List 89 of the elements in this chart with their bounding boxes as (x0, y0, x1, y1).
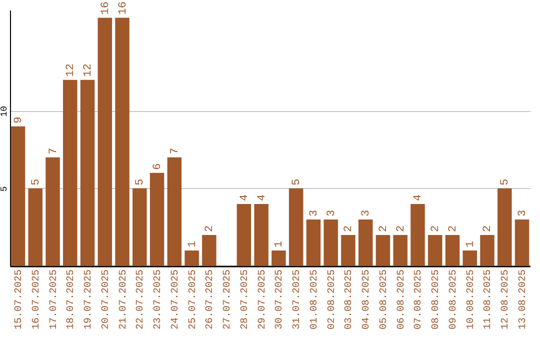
bar (428, 234, 442, 266)
x-tick-label: 28.07.2025 (240, 270, 251, 330)
x-tick-label: 30.07.2025 (274, 270, 286, 330)
data-label: 2 (378, 225, 390, 232)
bar (254, 204, 268, 266)
data-label: 4 (412, 194, 425, 201)
data-label: 7 (48, 148, 60, 154)
x-tick-label: 04.08.2025 (362, 270, 373, 330)
bar (10, 126, 26, 266)
x-tick-label: 19.07.2025 (84, 270, 95, 330)
bar (236, 204, 252, 266)
bar (393, 234, 408, 266)
bar (167, 157, 182, 266)
x-tick-label: 21.07.2025 (118, 270, 130, 330)
bar (288, 188, 304, 266)
data-label: 5 (291, 178, 304, 186)
x-tick-label: 23.07.2025 (153, 270, 164, 330)
data-label: 1 (464, 240, 477, 248)
data-label: 3 (308, 210, 320, 216)
data-label: 2 (395, 225, 408, 232)
data-label: 3 (517, 210, 530, 216)
x-tick-label: 20.07.2025 (100, 270, 112, 330)
data-label: 2 (430, 225, 442, 232)
x-tick-label: 25.07.2025 (188, 270, 199, 330)
bar (46, 157, 60, 266)
bar (98, 18, 112, 266)
data-label: 2 (343, 225, 356, 232)
data-label: 3 (360, 210, 373, 216)
x-tick-label: 16.07.2025 (31, 270, 42, 330)
data-label: 16 (117, 2, 130, 15)
data-label: 9 (12, 116, 25, 124)
x-tick-label: 12.08.2025 (500, 270, 512, 330)
bar (410, 204, 425, 266)
x-tick-label: 13.08.2025 (518, 270, 530, 330)
bar (306, 219, 321, 266)
bar (150, 172, 164, 266)
bar (132, 188, 147, 266)
x-tick-label: 29.07.2025 (257, 270, 268, 330)
bar (63, 80, 78, 266)
bar (341, 234, 356, 266)
bar (445, 234, 460, 266)
y-tick-label: 10 (0, 106, 10, 117)
x-tick-label: 01.08.2025 (309, 270, 320, 330)
x-tick-label: 15.07.2025 (14, 270, 25, 330)
data-label: 5 (134, 178, 147, 186)
x-tick-label: 03.08.2025 (344, 270, 356, 330)
bar (202, 234, 216, 266)
data-label: 2 (447, 225, 460, 232)
bar (115, 18, 130, 266)
bar (28, 188, 42, 266)
bar (184, 250, 199, 266)
x-tick-label: 31.07.2025 (292, 270, 304, 330)
x-tick-label: 24.07.2025 (170, 270, 182, 330)
bar (514, 219, 530, 266)
x-tick-label: 17.07.2025 (48, 270, 60, 330)
data-label: 16 (100, 2, 112, 15)
bar (376, 234, 390, 266)
bar (480, 234, 494, 266)
x-tick-label: 05.08.2025 (378, 270, 390, 330)
data-label: 7 (169, 148, 182, 154)
data-label: 3 (326, 210, 338, 216)
bar (462, 250, 477, 266)
bar (498, 188, 512, 266)
x-tick-label: 26.07.2025 (205, 270, 216, 330)
data-label: 12 (82, 64, 95, 77)
data-label: 4 (256, 194, 268, 201)
bar (80, 80, 95, 266)
x-tick-label: 08.08.2025 (431, 270, 442, 330)
x-tick-label: 07.08.2025 (414, 270, 425, 330)
data-label: 2 (482, 225, 494, 232)
data-label: 6 (152, 163, 164, 170)
data-label: 12 (65, 64, 78, 77)
data-label: 1 (274, 240, 286, 248)
x-tick-label: 02.08.2025 (326, 270, 338, 330)
data-label: 2 (204, 225, 216, 232)
x-tick-label: 18.07.2025 (66, 270, 78, 330)
data-label: 1 (186, 240, 199, 248)
x-tick-label: 06.08.2025 (396, 270, 408, 330)
data-label: 4 (238, 194, 251, 201)
x-tick-label: 11.08.2025 (483, 270, 494, 330)
data-label: 5 (500, 178, 512, 186)
bar (358, 219, 373, 266)
x-tick-label: 10.08.2025 (466, 270, 477, 330)
x-tick-label: 09.08.2025 (448, 270, 460, 330)
x-tick-label: 27.07.2025 (222, 270, 234, 330)
bar (272, 250, 286, 266)
x-tick-label: 22.07.2025 (136, 270, 147, 330)
data-label: 5 (30, 178, 42, 186)
bar (324, 219, 338, 266)
